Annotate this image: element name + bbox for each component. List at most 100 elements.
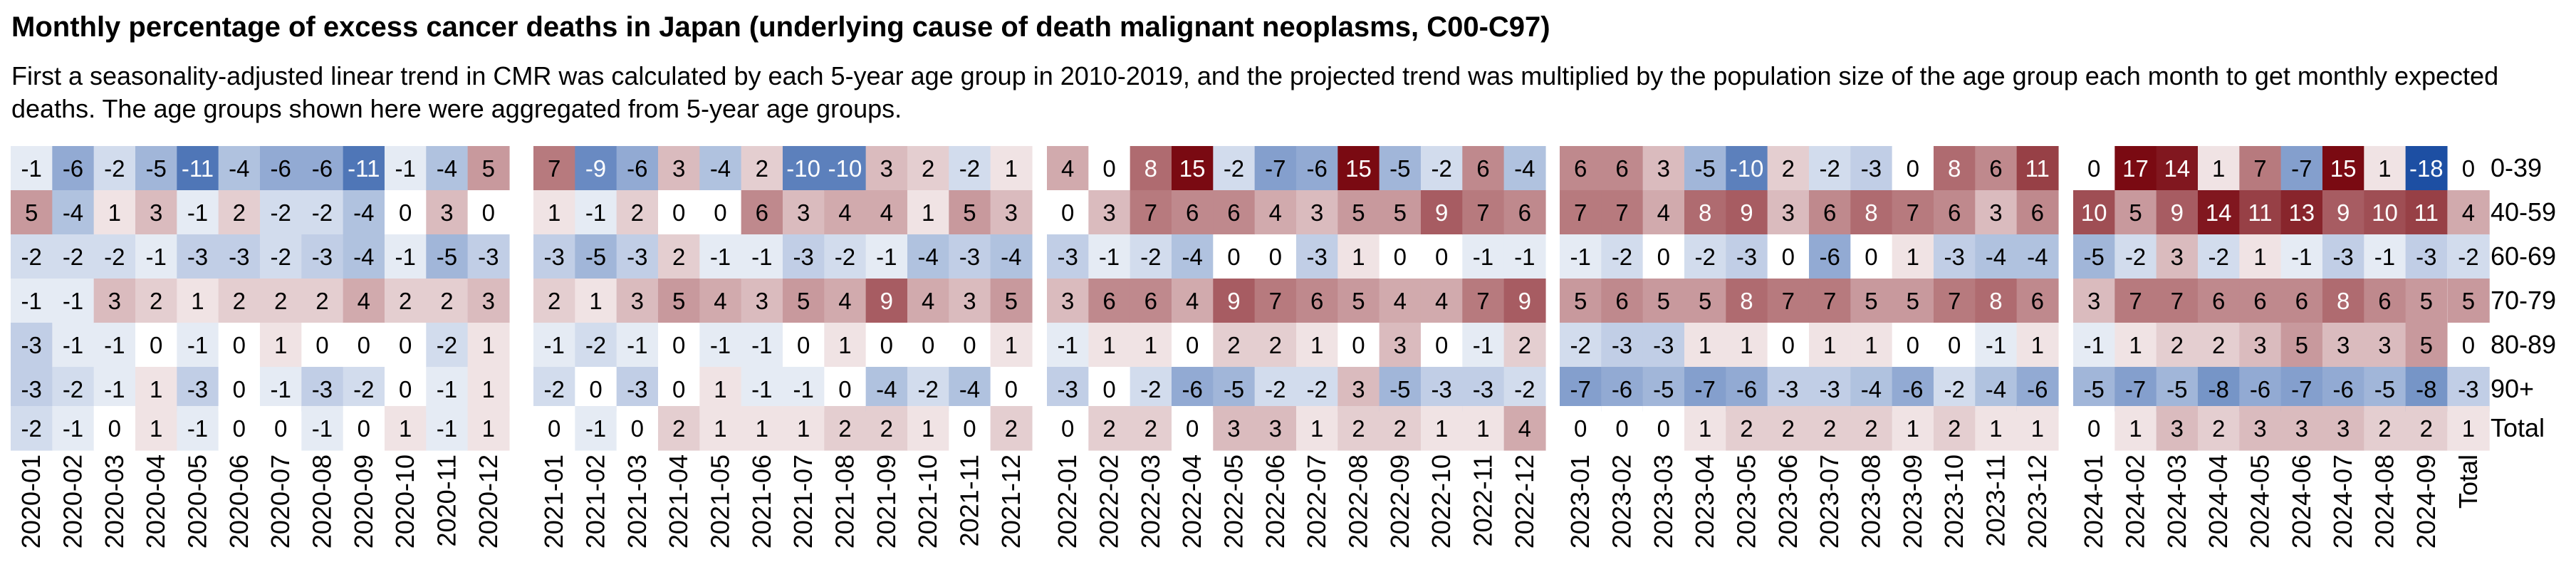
cell-70-79-2022-06-label: 7 (1269, 288, 1282, 314)
cell-40-59-2020-08-label: -2 (312, 199, 333, 226)
cell-90+-2021-09-label: -4 (876, 376, 897, 402)
cell-80-89-2024-06-label: 5 (2295, 332, 2308, 358)
total-cell-2020-04-label: 1 (150, 415, 162, 442)
cell-40-59-2024-06-label: 13 (2288, 199, 2315, 226)
cell-70-79-2022-04-label: 4 (1186, 288, 1199, 314)
total-cell-2023-01-rect (1560, 406, 1602, 451)
cell-80-89-2023-02-label: -3 (1612, 332, 1632, 358)
cell-70-79-2021-02-label: 1 (589, 288, 602, 314)
total-cell-2023-06-rect (1767, 406, 1810, 451)
cell-0-39-2020-10-rect (384, 146, 427, 191)
total-cell-2024-09-rect (2405, 406, 2448, 451)
total-cell-2024-06-label: 3 (2295, 415, 2308, 442)
cell-90+-2024-05-rect (2239, 367, 2282, 412)
cell-70-79-2020-02-label: -1 (63, 288, 83, 314)
total-cell-2024-03-rect (2156, 406, 2199, 451)
cell-60-69-2023-11-rect (1975, 234, 2018, 279)
cell-90+-2024-09-label: -8 (2416, 376, 2436, 402)
month-tick-label-2022-12: 2022-12 (1510, 454, 1539, 549)
total-cell-2020-11-rect (426, 406, 469, 451)
cell-0-39-2022-01-label: 4 (1061, 155, 1074, 182)
cell-80-89-2023-10-label: 0 (1948, 332, 1961, 358)
cell-70-79-2021-01-rect (533, 279, 575, 323)
cell-80-89-2021-10-rect (907, 323, 949, 368)
total-cell-2023-03-label: 0 (1657, 415, 1670, 442)
cell-0-39-2021-10-rect (907, 146, 949, 191)
cell-90+-2023-03-rect (1642, 367, 1685, 412)
total-cell-2022-03-rect (1130, 406, 1172, 451)
cell-0-39-2024-04-rect (2197, 146, 2240, 191)
cell-60-69-2024-09-label: -3 (2416, 244, 2436, 270)
cell-80-89-2022-02-rect (1088, 323, 1131, 368)
cell-90+-2021-10-rect (907, 367, 949, 412)
cell-0-39-2022-07-label: -6 (1306, 155, 1327, 182)
cell-90+-2020-05-label: -3 (187, 376, 208, 402)
cell-0-39-2021-11-label: -2 (959, 155, 980, 182)
cell-40-59-2021-07-rect (782, 190, 825, 235)
cell-80-89-2022-11-label: -1 (1473, 332, 1493, 358)
cell-0-39-2023-08-label: -3 (1861, 155, 1882, 182)
cell-80-89-2022-10-rect (1420, 323, 1463, 368)
cell-40-59-2021-09-rect (865, 190, 908, 235)
cell-80-89-2020-12-label: 1 (482, 332, 495, 358)
month-tick-label-2023-01: 2023-01 (1565, 454, 1595, 549)
month-tick-label-2020-01: 2020-01 (16, 454, 46, 549)
cell-60-69-2020-11-label: -5 (437, 244, 457, 270)
cell-80-89-2024-07-rect (2322, 323, 2364, 368)
cell-70-79-2022-07-rect (1295, 279, 1338, 323)
cell-60-69-2022-03-label: -2 (1140, 244, 1161, 270)
total-cell-2023-12-rect (2016, 406, 2059, 451)
cell-0-39-2022-03-rect (1130, 146, 1172, 191)
cell-60-69-2021-12-rect (990, 234, 1033, 279)
cell-70-79-2023-09-label: 5 (1907, 288, 1919, 314)
cell-40-59-2024-04-label: 14 (2206, 199, 2232, 226)
cell-40-59-2022-08-label: 5 (1352, 199, 1365, 226)
cell-60-69-2021-03-rect (616, 234, 659, 279)
total-cell-2024-07-rect (2322, 406, 2364, 451)
cell-80-89-2022-07-label: 1 (1310, 332, 1323, 358)
cell-90+-2024-07-rect (2322, 367, 2364, 412)
cell-80-89-2020-09-label: 0 (358, 332, 370, 358)
cell-40-59-2020-04-rect (135, 190, 177, 235)
total-cell-2020-01-label: -2 (21, 415, 41, 442)
cell-0-39-2020-07-label: -6 (270, 155, 291, 182)
cell-60-69-2023-02-label: -2 (1612, 244, 1632, 270)
cell-70-79-2022-04-rect (1171, 279, 1214, 323)
cell-0-39-2021-07-label: -10 (786, 155, 820, 182)
cell-80-89-2022-02-label: 1 (1102, 332, 1115, 358)
cell-90+-2022-07-label: -2 (1306, 376, 1327, 402)
cell-40-59-2022-03-rect (1130, 190, 1172, 235)
cell-70-79-2020-03-rect (93, 279, 136, 323)
cell-0-39-2021-05-label: -4 (710, 155, 731, 182)
cell-80-89-2021-09-rect (865, 323, 908, 368)
cell-70-79-2024-07-rect (2322, 279, 2364, 323)
cell-0-39-2023-04-label: -5 (1694, 155, 1715, 182)
month-tick-label-2020-05: 2020-05 (182, 454, 212, 549)
cell-40-59-2023-10-rect (1933, 190, 1976, 235)
cell-70-79-2021-12-rect (990, 279, 1033, 323)
cell-80-89-2022-03-label: 1 (1144, 332, 1157, 358)
total-cell-2023-06-label: 2 (1782, 415, 1795, 442)
cell-80-89-2020-07-rect (259, 323, 302, 368)
cell-90+-2021-12-label: 0 (1005, 376, 1018, 402)
cell-60-69-2022-12-rect (1503, 234, 1546, 279)
cell-90+-2023-09-label: -6 (1902, 376, 1923, 402)
cell-70-79-2020-04-rect (135, 279, 177, 323)
cell-80-89-2020-01-label: -3 (21, 332, 41, 358)
cell-90+-2020-10-rect (384, 367, 427, 412)
row-label-90+: 90+ (2491, 374, 2534, 403)
cell-60-69-2020-08-label: -3 (312, 244, 333, 270)
cell-90+-2023-12-rect (2016, 367, 2059, 412)
month-tick-label-2024-02: 2024-02 (2120, 454, 2149, 549)
cell-70-79-2023-12-label: 6 (2031, 288, 2044, 314)
cell-90+-2021-08-label: 0 (838, 376, 851, 402)
total-cell-2021-01-rect (533, 406, 575, 451)
grand-total-cell-label: 1 (2462, 415, 2475, 442)
row-total-cell-60-69-rect (2447, 234, 2490, 279)
cell-40-59-2021-04-rect (657, 190, 700, 235)
cell-40-59-2021-06-rect (741, 190, 783, 235)
cell-80-89-2024-02-rect (2114, 323, 2157, 368)
cell-0-39-2023-12-label: 11 (2025, 155, 2050, 182)
cell-40-59-2022-09-rect (1379, 190, 1422, 235)
month-tick-label-2021-06: 2021-06 (747, 454, 776, 549)
